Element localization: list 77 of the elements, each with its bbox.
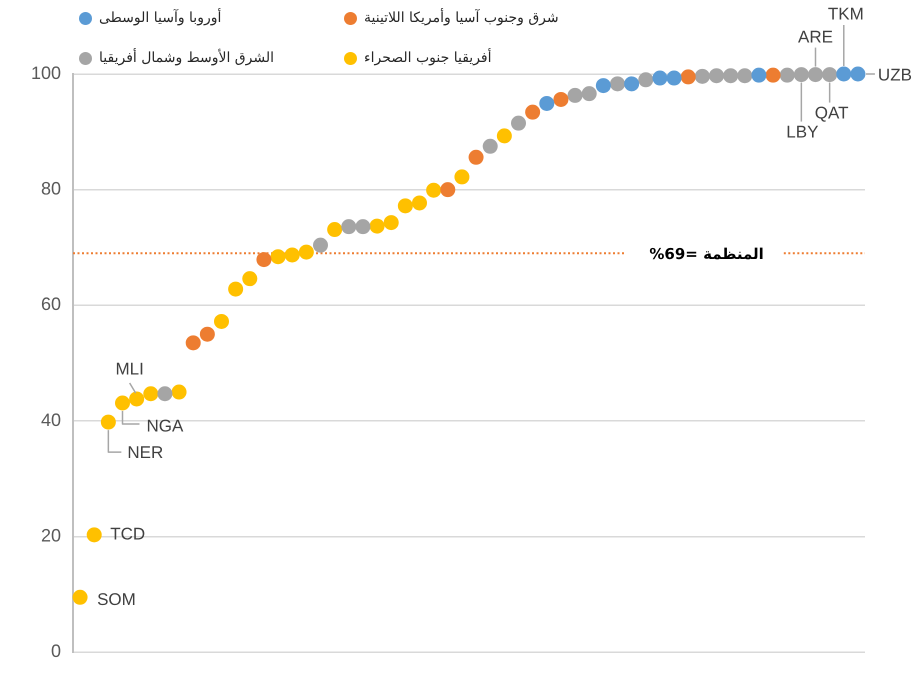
point — [808, 67, 823, 82]
point — [270, 249, 286, 264]
point — [143, 386, 158, 402]
point — [468, 150, 484, 165]
point — [822, 67, 838, 82]
point — [511, 116, 526, 131]
point — [482, 138, 498, 154]
point — [412, 195, 427, 210]
point — [327, 222, 342, 238]
point — [313, 238, 328, 253]
y-tick-label: 80 — [40, 178, 61, 199]
y-tick-label: 40 — [40, 410, 61, 430]
data-label: TKM — [828, 4, 864, 24]
data-label: QAT — [814, 103, 848, 122]
point — [200, 326, 215, 342]
point — [780, 68, 795, 83]
point — [850, 66, 866, 82]
point — [638, 72, 654, 88]
point — [553, 92, 568, 107]
point — [454, 169, 470, 184]
point — [694, 68, 710, 84]
point — [426, 182, 442, 198]
point — [582, 86, 597, 102]
point — [341, 219, 356, 234]
data-label: TCD — [110, 524, 146, 544]
data-label: ARE — [798, 27, 833, 46]
point — [298, 244, 314, 260]
ref-line-label: المنظمة =69% — [649, 245, 764, 264]
y-tick-label: 60 — [40, 294, 61, 314]
point — [398, 198, 413, 214]
point — [610, 76, 625, 92]
point — [836, 66, 852, 82]
data-label: NGA — [146, 416, 184, 436]
point — [751, 68, 766, 83]
point — [228, 282, 244, 297]
point — [766, 68, 781, 83]
point — [440, 182, 456, 198]
y-tick-label: 0 — [50, 641, 61, 662]
point — [666, 70, 682, 86]
point — [680, 69, 696, 84]
point — [794, 67, 809, 82]
legend-label: شرق وجنوب آسيا وأمريكا اللاتينية — [364, 10, 559, 26]
point — [86, 527, 102, 542]
data-label: LBY — [786, 122, 818, 142]
point — [709, 68, 724, 84]
point — [256, 252, 272, 268]
point — [737, 68, 752, 84]
legend-label: أوروبا وآسيا الوسطى — [99, 10, 222, 26]
point — [355, 219, 370, 234]
data-label: UZB — [878, 66, 912, 85]
point — [568, 88, 583, 103]
point — [596, 78, 611, 94]
legend-label: أفريقيا جنوب الصحراء — [364, 50, 492, 66]
point — [370, 218, 385, 234]
point — [496, 128, 512, 144]
point — [129, 391, 144, 406]
point — [172, 384, 187, 400]
point — [214, 314, 229, 329]
point — [539, 96, 554, 111]
point — [242, 271, 258, 286]
point — [525, 104, 540, 120]
data-label: SOM — [97, 590, 136, 609]
point — [100, 414, 116, 430]
y-tick-label: 100 — [30, 62, 61, 83]
point — [384, 215, 399, 230]
point — [652, 70, 668, 86]
point — [624, 76, 640, 92]
point — [284, 247, 300, 262]
data-label: MLI — [115, 360, 144, 379]
data-label: NER — [127, 442, 164, 462]
point — [72, 590, 88, 605]
legend-label: الشرق الأوسط وشمال أفريقيا — [99, 50, 274, 66]
point — [186, 335, 201, 350]
point — [157, 386, 172, 402]
point — [115, 395, 130, 410]
point — [723, 68, 738, 84]
y-tick-label: 20 — [40, 526, 61, 546]
